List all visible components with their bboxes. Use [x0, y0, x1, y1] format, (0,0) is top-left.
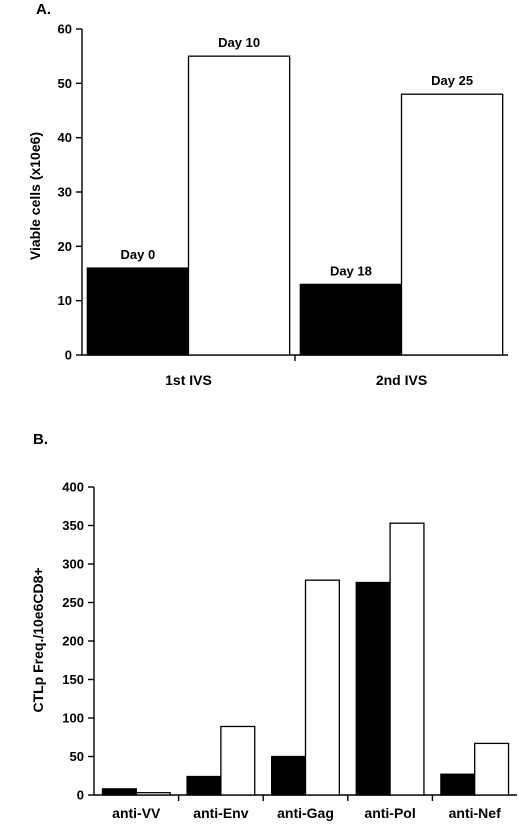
panel-b-labels: anti-VV anti-Env anti-Gag anti-Pol anti-Nef	[112, 805, 501, 821]
bar-data-label: Day 25	[431, 73, 473, 88]
bar	[474, 742, 510, 796]
y-tick-label: 40	[58, 130, 72, 145]
panel-a-label: A.	[36, 1, 51, 18]
y-tick-label: 250	[62, 595, 84, 610]
panel-b-y-axis-label: CTLp Freq./10e6CD8+	[30, 567, 46, 712]
panel-a-y-axis-label: Viable cells (x10e6)	[27, 132, 43, 260]
panel-a-labels: 1st IVS Day 0 Day 10 2nd IVS Day 18 Day 25	[121, 35, 473, 388]
y-tick-label: 10	[58, 293, 72, 308]
y-tick-label: 50	[58, 76, 72, 91]
y-tick-label: 50	[70, 749, 84, 764]
category-label: 1st IVS	[165, 372, 212, 388]
bar	[86, 267, 190, 356]
bar-data-label: Day 0	[121, 247, 156, 262]
y-tick-label: 350	[62, 518, 84, 533]
bar	[271, 755, 307, 796]
y-tick-label: 60	[58, 22, 72, 37]
y-tick-label: 0	[77, 788, 84, 803]
y-tick-label: 0	[65, 348, 72, 363]
bar	[186, 775, 222, 796]
category-label: anti-Nef	[449, 805, 501, 821]
category-label: anti-VV	[112, 805, 161, 821]
panel-a-bars	[86, 55, 504, 356]
panel-b-axes: 0 50 100 150 200 250 300 350 400	[62, 480, 517, 803]
y-tick-label: 400	[62, 480, 84, 495]
panel-b-bars	[101, 522, 510, 796]
panel-a: A. Viable cells (x10e6) 0 10 20 30 40 50 60 1s…	[27, 1, 508, 388]
bar	[220, 725, 256, 796]
y-tick-label: 200	[62, 634, 84, 649]
category-label: anti-Env	[193, 805, 248, 821]
bar	[400, 93, 504, 356]
bar	[101, 788, 137, 796]
panel-b: B. CTLp Freq./10e6CD8+ 0 50 100 150 200 250 30…	[30, 431, 517, 821]
y-tick-label: 30	[58, 185, 72, 200]
panel-b-label: B.	[33, 431, 48, 448]
bar-data-label: Day 10	[218, 35, 260, 50]
category-label: anti-Gag	[277, 805, 334, 821]
y-tick-label: 150	[62, 672, 84, 687]
bar	[389, 522, 425, 796]
bar	[440, 773, 476, 796]
bar	[135, 792, 171, 796]
bar	[187, 55, 291, 356]
bar-data-label: Day 18	[330, 263, 372, 278]
bar	[304, 579, 340, 796]
bar	[299, 283, 403, 356]
category-label: 2nd IVS	[376, 372, 427, 388]
category-label: anti-Pol	[364, 805, 415, 821]
bar	[355, 581, 391, 796]
y-tick-label: 300	[62, 557, 84, 572]
y-tick-label: 20	[58, 239, 72, 254]
y-tick-label: 100	[62, 711, 84, 726]
